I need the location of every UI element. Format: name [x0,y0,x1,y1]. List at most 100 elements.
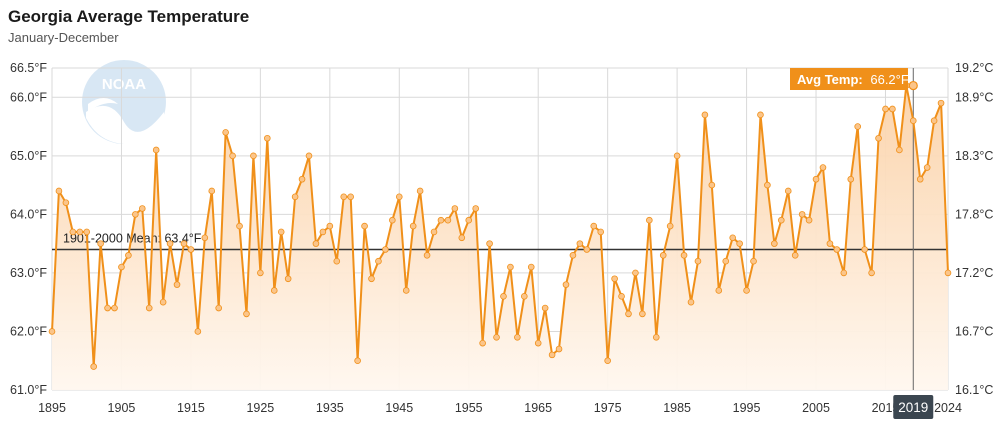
data-point [354,357,361,365]
data-point [152,146,160,154]
data-point [548,351,556,359]
data-point [798,211,806,218]
data-point [104,304,111,312]
chart-title: Georgia Average Temperature [8,7,250,26]
data-point [646,216,653,224]
data-point [590,222,598,230]
data-point [215,304,222,312]
data-point [687,298,695,306]
data-point [736,240,743,247]
data-point [312,240,320,247]
data-point [597,228,605,236]
data-point [458,234,466,242]
data-point [319,228,327,236]
y-tick-left: 66.0°F [10,90,47,104]
y-tick-right: 18.9°C [955,90,993,104]
data-point [555,345,563,353]
data-point [389,216,396,224]
data-point [173,281,181,288]
data-point [479,339,486,347]
svg-text:Avg Temp: 66.2°F: Avg Temp: 66.2°F [797,72,909,87]
x-tick: 2024 [934,401,962,415]
y-tick-right: 16.7°C [955,324,993,338]
cursor-year-badge: 2019 [893,395,934,419]
data-point [847,175,855,183]
data-point [264,134,271,142]
data-point [521,293,528,300]
data-point [298,175,306,183]
data-point [680,252,688,259]
data-point [659,252,667,259]
data-point [708,181,716,189]
y-tick-right: 19.2°C [955,61,993,75]
data-point [937,99,945,107]
data-point [451,205,459,212]
data-point [402,287,410,294]
x-tick: 1955 [455,401,483,415]
data-point [576,240,584,247]
noaa-logo: NOAA [82,60,166,145]
data-point [652,334,660,341]
data-point [83,228,91,236]
data-point [305,152,313,160]
data-point [340,193,348,201]
data-point [437,216,445,224]
data-point [666,222,674,230]
y-tick-right: 17.8°C [955,207,993,221]
data-point [347,193,354,201]
x-tick: 1965 [524,401,552,415]
data-point [541,304,549,312]
data-point [805,216,813,224]
data-point [291,193,299,201]
x-tick: 1905 [108,401,136,415]
data-point [569,252,577,259]
highlight-point [908,80,918,91]
data-point [507,263,514,271]
mean-label: 1901-2000 Mean: 63.4°F [63,231,202,245]
data-point [486,240,493,247]
x-tick: 2015 [872,401,900,415]
data-point [277,228,285,236]
tooltip: Avg Temp: 66.2°F [790,68,909,90]
data-point [715,287,723,294]
x-tick: 1925 [246,401,274,415]
data-point [611,275,618,283]
data-point [694,257,702,265]
data-point [784,187,792,195]
data-point [778,216,785,224]
data-point [409,222,417,230]
cursor-year-badge-box [893,395,934,419]
tooltip-label: Avg Temp: [797,72,863,87]
data-point [194,328,202,335]
y-tick-right: 17.2°C [955,266,993,280]
data-point [55,187,63,195]
data-point [361,222,368,230]
data-point [111,304,118,312]
y-tick-left: 65.0°F [10,149,47,163]
data-point [826,240,834,247]
data-point [639,310,646,318]
data-point [944,269,952,277]
data-point [722,257,730,265]
x-tick: 1975 [594,401,622,415]
temperature-area-fill [52,85,948,390]
x-tick: 2005 [802,401,830,415]
data-point [472,205,479,212]
tooltip-value: 66.2°F [870,72,909,87]
data-point [326,222,334,230]
data-point [90,363,97,370]
y-tick-right: 18.3°C [955,149,993,163]
data-point [729,234,736,242]
data-point [284,275,292,283]
data-point [757,111,764,119]
data-point [875,134,882,142]
data-point [527,263,535,271]
data-point [854,123,862,130]
data-point [257,269,264,277]
data-point [889,105,896,113]
data-point [909,117,917,124]
data-point [812,175,820,183]
data-point [416,187,424,195]
data-point [166,240,174,247]
